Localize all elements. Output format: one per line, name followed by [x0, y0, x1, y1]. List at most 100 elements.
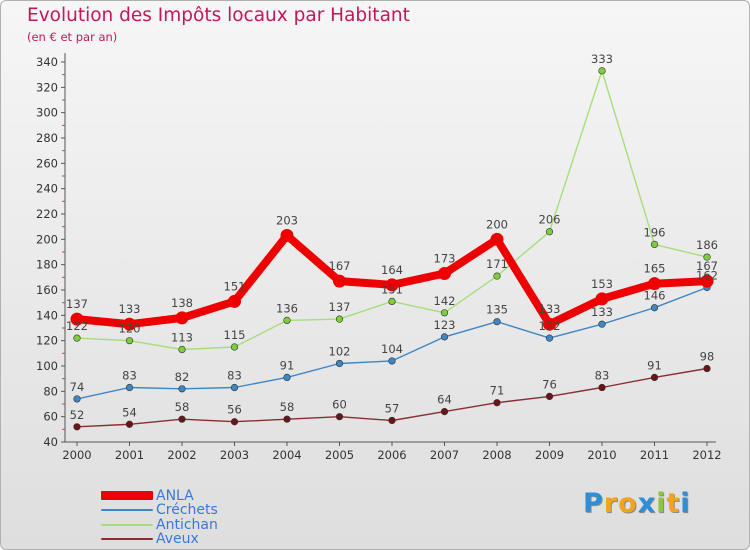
data-label: 137 — [329, 300, 351, 314]
data-label: 203 — [276, 214, 298, 228]
x-tick-label: 2009 — [535, 448, 564, 462]
chart-title: Evolution des Impôts locaux par Habitant — [27, 5, 410, 26]
data-label: 102 — [329, 344, 351, 358]
data-point — [598, 67, 606, 75]
y-tick-label: 140 — [36, 308, 58, 322]
data-label: 137 — [66, 297, 88, 311]
legend-label: Aveux — [156, 531, 199, 547]
chart-subtitle: (en € et par an) — [27, 30, 118, 44]
data-point — [493, 399, 501, 407]
y-tick-label: 320 — [36, 80, 58, 94]
data-label: 64 — [437, 393, 452, 407]
x-tick-label: 2008 — [482, 448, 511, 462]
data-label: 82 — [175, 370, 190, 384]
y-tick-label: 120 — [36, 334, 58, 348]
x-tick-label: 2011 — [640, 448, 669, 462]
data-label: 57 — [385, 401, 400, 415]
data-point — [440, 309, 449, 317]
y-tick-label: 260 — [36, 156, 58, 170]
data-label: 162 — [696, 268, 718, 282]
data-label: 104 — [381, 342, 403, 356]
data-point — [493, 272, 501, 280]
data-label: 133 — [539, 302, 561, 316]
data-point — [385, 278, 399, 292]
data-label: 206 — [539, 213, 561, 227]
data-label: 133 — [591, 305, 613, 319]
data-label: 52 — [70, 408, 85, 422]
data-point — [545, 392, 554, 401]
data-point — [230, 383, 239, 392]
data-point — [490, 232, 504, 246]
data-label: 91 — [647, 358, 662, 372]
y-tick-label: 180 — [36, 258, 58, 272]
legend-swatch — [101, 491, 153, 500]
logo-letter: o — [618, 488, 638, 519]
data-label: 91 — [280, 358, 295, 372]
x-tick-label: 2005 — [325, 448, 354, 462]
data-label: 54 — [122, 405, 137, 419]
y-tick-label: 300 — [36, 106, 58, 120]
x-tick-label: 2002 — [167, 448, 196, 462]
y-tick-label: 340 — [36, 55, 58, 69]
x-tick-label: 2004 — [272, 448, 301, 462]
data-label: 171 — [486, 257, 508, 271]
data-label: 200 — [486, 217, 508, 231]
data-point — [178, 415, 186, 423]
data-point — [650, 240, 659, 248]
data-label: 164 — [381, 263, 403, 277]
data-point — [543, 317, 556, 331]
data-point — [283, 415, 291, 423]
data-point — [283, 316, 291, 325]
logo-letter: x — [637, 488, 657, 519]
data-point — [125, 337, 134, 345]
data-label: 58 — [175, 400, 190, 414]
data-point — [125, 420, 134, 428]
y-tick-label: 280 — [36, 131, 58, 145]
data-point — [333, 274, 346, 288]
y-tick-label: 80 — [43, 384, 58, 398]
data-label: 146 — [644, 289, 666, 303]
logo-letter: t — [666, 488, 681, 519]
data-label: 138 — [171, 296, 193, 310]
data-label: 151 — [224, 279, 246, 293]
data-label: 74 — [70, 380, 85, 394]
data-point — [178, 385, 186, 393]
x-tick-label: 2007 — [430, 448, 459, 462]
data-point — [178, 345, 186, 354]
data-label: 165 — [644, 262, 666, 276]
y-tick-label: 40 — [43, 435, 58, 449]
data-point — [123, 317, 136, 331]
data-point — [650, 373, 659, 382]
data-label: 167 — [696, 259, 718, 273]
proxiti-logo: Proxiti — [583, 488, 691, 519]
logo-letter: i — [680, 488, 691, 519]
chart-legend: ANLA Créchets Antichan Aveux — [101, 485, 218, 547]
legend-item-anla: ANLA — [101, 485, 218, 503]
data-point — [335, 359, 344, 368]
x-tick-label: 2010 — [587, 448, 616, 462]
data-label: 142 — [434, 294, 456, 308]
data-label: 83 — [595, 369, 610, 383]
data-point — [73, 423, 81, 431]
data-point — [703, 253, 711, 261]
logo-letter: r — [603, 488, 619, 519]
legend-item-aveux: Aveux — [101, 529, 218, 547]
x-tick-label: 2001 — [115, 448, 144, 462]
data-label: 83 — [122, 369, 137, 383]
y-tick-label: 100 — [36, 359, 58, 373]
data-point — [230, 343, 239, 351]
data-label: 83 — [227, 369, 242, 383]
data-label: 120 — [119, 322, 141, 336]
data-label: 133 — [119, 302, 141, 316]
legend-swatch — [101, 523, 153, 526]
x-tick-label: 2012 — [692, 448, 721, 462]
data-label: 135 — [486, 303, 508, 317]
data-label: 60 — [332, 398, 347, 412]
data-point — [388, 357, 396, 365]
data-label: 153 — [591, 277, 613, 291]
data-label: 196 — [644, 225, 666, 239]
data-point — [335, 413, 344, 421]
y-tick-label: 160 — [36, 283, 58, 297]
